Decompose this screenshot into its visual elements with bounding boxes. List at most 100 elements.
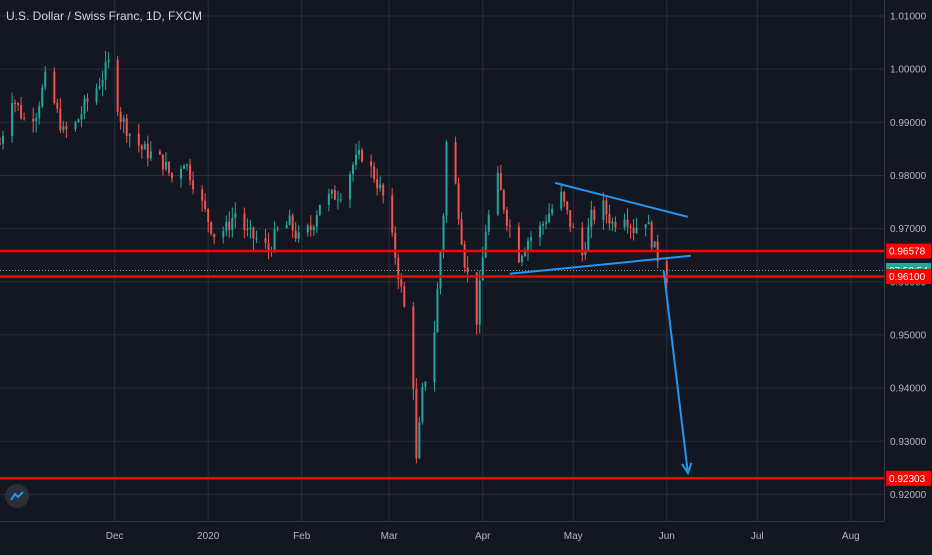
candle-down [394,232,397,258]
candle-up [520,255,523,263]
candle-up [318,204,321,216]
candle-up [539,225,542,238]
candle-up [523,251,526,256]
time-axis-panel [0,521,932,550]
candle-down [391,195,394,233]
candle-up [288,215,291,225]
candle-up [545,222,548,224]
candle-up [439,252,442,289]
candle-down [614,221,617,228]
price-tick-label: 0.95000 [890,330,927,341]
candle-up [542,223,545,226]
price-tick-label: 0.97000 [890,224,927,235]
candle-down [264,238,267,243]
candle-up [351,164,354,175]
candle-down [457,183,460,220]
candle-up [436,288,439,333]
candle-down [475,272,478,325]
candle-down [593,210,596,220]
candle-up [186,164,189,166]
candle-up [496,173,499,215]
candle-down [460,219,463,245]
candle-up [276,228,279,230]
candle-down [140,145,143,150]
time-tick-label: 2020 [197,531,220,542]
price-tick-label: 0.98000 [890,171,927,182]
candle-up [107,59,110,62]
candle-down [626,219,629,227]
candle-up [234,213,237,218]
candle-up [484,231,487,258]
candle-down [415,388,418,459]
candle-down [499,173,502,191]
candle-up [222,230,225,238]
candle-down [581,227,584,256]
candle-up [149,151,152,159]
chart-title: U.S. Dollar / Swiss Franc, 1D, FXCM [6,9,203,23]
candle-down [463,244,466,268]
candle-down [605,200,608,215]
candle-down [572,226,575,228]
candle-down [119,111,122,122]
tradingview-logo-icon[interactable] [5,484,29,508]
candle-up [128,133,131,136]
candles-group [0,50,668,464]
candle-down [454,142,457,184]
candle-up [315,215,318,227]
candle-down [505,209,508,226]
candle-down [665,261,668,283]
candle-up [590,210,593,227]
candle-down [14,102,17,104]
candle-up [424,381,427,387]
candle-up [285,224,288,229]
time-tick-label: Dec [106,531,124,542]
candle-up [587,226,590,252]
candle-down [403,286,406,307]
candle-up [445,142,448,216]
candle-down [86,98,89,102]
candle-down [17,103,20,105]
candle-down [569,210,572,227]
candle-up [249,227,252,230]
triangle-trendline [509,254,692,275]
candle-up [74,122,77,130]
candle-down [167,161,170,173]
time-tick-label: Jul [751,531,764,542]
candle-up [327,193,330,205]
candle-down [116,59,119,112]
candle-down [161,154,164,170]
candle-down [294,230,297,239]
candle-down [32,118,35,122]
candle-down [137,133,140,146]
time-tick-label: Aug [842,531,860,542]
candle-up [530,237,533,241]
time-tick-label: Apr [475,531,491,542]
candle-up [442,215,445,253]
candle-down [56,102,59,109]
candle-up [41,87,44,107]
candle-down [608,214,611,224]
candle-up [644,224,647,228]
candle-up [83,98,86,115]
candle-up [297,232,300,239]
candle-down [650,222,653,248]
candle-up [44,71,47,88]
candle-down [508,225,511,227]
candle-down [189,164,192,181]
candle-down [228,221,231,230]
candle-down [566,201,569,211]
candle-down [309,225,312,231]
candle-up [225,221,228,231]
candle-up [104,61,107,80]
candle-up [526,240,529,252]
candle-up [560,191,563,209]
candle-down [517,226,520,263]
candle-up [80,114,83,120]
time-tick-label: May [564,531,583,542]
candle-up [358,150,361,155]
price-level-tag [886,470,931,486]
candle-down [158,151,161,155]
price-level-tag [886,268,931,284]
